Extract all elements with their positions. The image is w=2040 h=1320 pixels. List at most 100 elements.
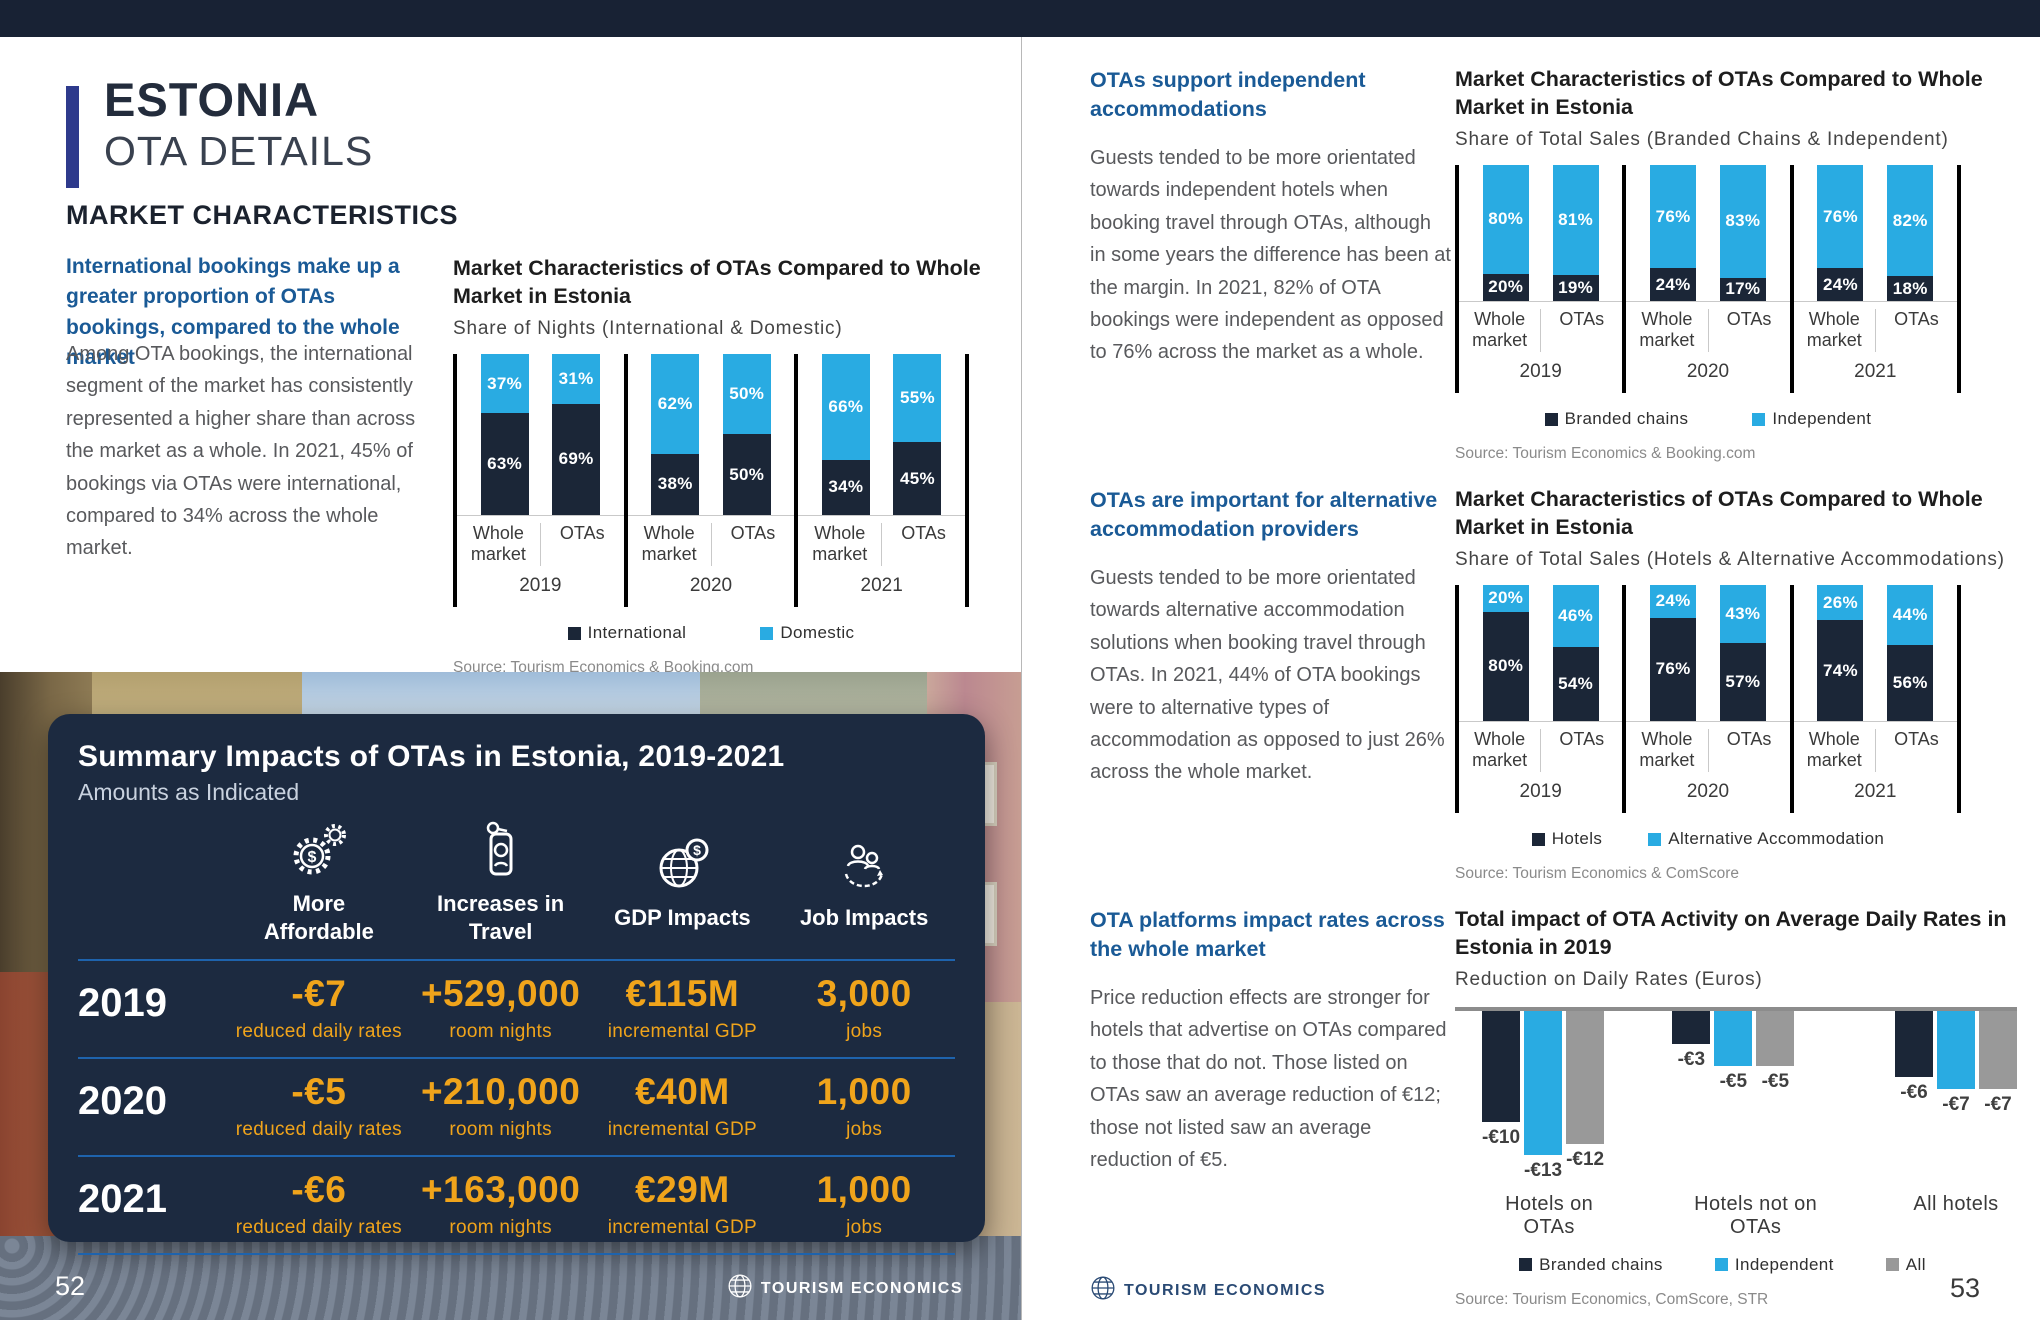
chart-legend: International Domestic [453,623,969,643]
section-heading: OTA platforms impact rates across the wh… [1090,908,1445,962]
negative-bar [1756,1010,1795,1067]
bar-label: OTAs [1894,728,1939,749]
section-body: Guests tended to be more orientated towa… [1090,147,1451,364]
summary-value: 1,000 [816,1071,912,1112]
stacked-bar: 62% 38% [651,353,700,515]
bar-label: OTAs [1894,308,1939,329]
bar-column: -€5 [1756,1010,1795,1094]
chart-title: Market Characteristics of OTAs Compared … [1455,487,1983,539]
summary-value: +210,000 [420,1071,581,1112]
stacked-bar: 24% 76% [1650,584,1697,721]
chart-year-group: 66% 34% 55% 45% Whole market OTAs 2021 [794,353,970,608]
legend-label: Independent [1734,1254,1834,1274]
legend-item: Independent [1714,1254,1834,1275]
legend-item: Independent [1752,409,1871,429]
bar-segment-bottom: 74% [1817,620,1864,721]
legend-item: Alternative Accommodation [1648,829,1884,849]
summary-value-cell: €115M incremental GDP [592,963,774,1043]
summary-subtitle: Amounts as Indicated [78,779,300,805]
section-independent: OTAs support independent accommodations … [1090,66,1452,369]
gears-dollar-icon: $ [288,822,350,878]
svg-text:$: $ [693,842,701,858]
chart-year-group: 20% 80% 46% 54% Whole market OTAs 2019 [1455,584,1623,814]
stacked-bar: 81% 19% [1552,164,1599,301]
stacked-bar: 80% 20% [1482,164,1529,301]
title-accent-bar [66,86,79,188]
legend-swatch [1519,1258,1533,1272]
bar-segment-top: 37% [480,353,529,414]
chart-plot: 20% 80% 46% 54% Whole market OTAs 2019 24% 76% 43… [1455,584,1961,814]
bar-segment-bottom: 17% [1719,277,1766,301]
bar-column: -€12 [1566,1010,1605,1171]
bar-segment-bottom: 56% [1887,644,1934,721]
bar-segment-top: 24% [1650,584,1697,618]
summary-separator [78,1155,955,1157]
bar-label-row: Whole market OTAs [1626,302,1789,353]
stacked-bar: 50% 50% [722,353,771,515]
group-label: All hotels [1913,1192,1999,1215]
legend-swatch [567,626,581,640]
summary-value-label: jobs [846,1217,883,1238]
summary-value-label: reduced daily rates [235,1021,402,1042]
legend-item: All [1885,1255,1926,1275]
bar-column: -€3 [1672,1010,1711,1071]
summary-value-label: jobs [846,1021,883,1042]
bar-segment-top: 80% [1482,164,1529,274]
summary-value-label: jobs [846,1119,883,1140]
bar-segment-top: 76% [1817,164,1864,269]
year-label: 2019 [519,575,562,597]
stacked-bar: 76% 24% [1817,164,1864,301]
bar-segment-bottom: 38% [651,453,700,515]
stacked-bar: 83% 17% [1719,164,1766,301]
section-rates: OTA platforms impact rates across the wh… [1090,906,1452,1176]
bar-segment-bottom: 34% [821,460,870,515]
bars-area: 62% 38% 50% 50% [627,353,795,516]
chart-subtitle: Reduction on Daily Rates (Euros) [1455,968,1763,990]
summary-value-cell: +210,000 room nights [410,1061,592,1141]
bars-area: 26% 74% 44% 56% [1793,584,1957,722]
chart-year-group: 37% 63% 31% 69% Whole market OTAs 2019 [453,353,624,608]
summary-row-grid: 2019 -€7 reduced daily rates +529,000 room n… [78,963,955,1043]
legend-label: Branded chains [1564,409,1689,429]
bar-label: Whole market [1459,308,1542,353]
bar-label-row: Whole market OTAs [628,516,795,567]
globe-logo-icon [727,1273,753,1304]
summary-separator [78,1253,955,1255]
section-body: Price reduction effects are stronger for… [1090,987,1447,1171]
stacked-bar: 44% 56% [1887,584,1934,721]
negative-bar [1566,1010,1605,1145]
legend-label: Hotels [1551,829,1603,849]
section-heading: MARKET CHARACTERISTICS [66,200,458,230]
summary-column-header: $ More Affordable [228,822,410,945]
summary-value-label: reduced daily rates [235,1217,402,1238]
bar-segment-top: 82% [1887,164,1934,277]
bar-segment-top: 50% [722,353,771,435]
brand-logo-text: TOURISM ECONOMICS [760,1279,963,1297]
bar-label: OTAs [1559,728,1605,749]
globe-logo-icon [1090,1275,1116,1306]
legend-swatch [760,626,774,640]
year-label: 2020 [1686,781,1730,803]
summary-row-grid: 2021 -€6 reduced daily rates +163,000 room n… [78,1159,955,1239]
group-label: Hotels not on OTAs [1694,1192,1818,1238]
bars-area: -€10 -€13 -€12 [1482,1010,1616,1193]
summary-value-cell: 1,000 jobs [773,1159,955,1239]
chart-year-group: 26% 74% 44% 56% Whole market OTAs 2021 [1789,584,1961,814]
legend-item: Branded chains [1519,1255,1663,1275]
page-title: ESTONIA [104,73,320,126]
bar-label: Whole market [1794,308,1876,353]
bar-segment-bottom: 54% [1552,647,1599,721]
summary-separator [78,959,955,961]
chart-year-group: 80% 20% 81% 19% Whole market OTAs 2019 [1455,164,1623,394]
summary-value-cell: -€6 reduced daily rates [228,1159,410,1239]
bars-area: 76% 24% 83% 17% [1626,164,1790,302]
bar-segment-top: 76% [1650,164,1697,269]
chart-group: -€10 -€13 -€12 Hotels on OTAs [1482,1010,1616,1239]
summary-column-header: Job Impacts [773,836,955,932]
chart-title: Market Characteristics of OTAs Compared … [1455,67,1983,119]
summary-year: 2019 [78,980,167,1025]
bar-value-label: -€5 [1761,1071,1790,1093]
stacked-bar: 37% 63% [480,353,529,515]
summary-value-cell: 1,000 jobs [773,1061,955,1141]
bar-label: Whole market [1794,728,1876,773]
